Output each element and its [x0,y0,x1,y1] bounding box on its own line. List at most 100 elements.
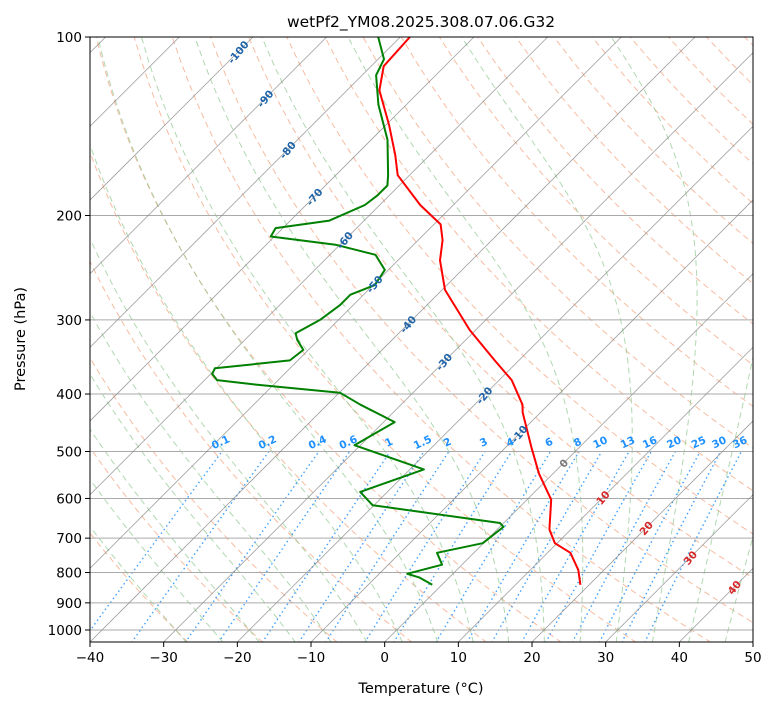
y-tick-label: 800 [56,566,82,582]
dry-adiabat-line [171,37,712,642]
dry-adiabat-line [438,37,753,366]
mixing-ratio-label: 2 [442,436,454,450]
mixing-ratio-line [644,451,743,642]
mixing-ratio-line [364,451,486,642]
y-tick-label: 300 [56,313,82,329]
isotherm-line [90,37,696,642]
mixing-ratio-label: 1 [383,436,395,450]
isotherm-label: -20 [474,385,495,407]
x-tick-label: −10 [297,650,326,666]
dry-adiabat-line [515,37,753,285]
moist-adiabat-line [347,37,584,642]
x-tick-label: 30 [597,650,614,666]
isotherm-gridlines [90,37,753,642]
isotherm-line [90,37,475,422]
isotherm-line [752,641,753,642]
dry-adiabat-line [248,37,753,579]
isotherm-label: 20 [637,519,656,538]
isotherm-label: 0 [557,457,571,470]
moist-adiabat-line [90,311,332,642]
dry-adiabat-line [133,37,637,642]
isotherm-line [531,420,753,642]
y-tick-label: 600 [56,491,82,507]
mixing-ratio-line [435,451,552,642]
mixing-ratio-label: 3 [478,436,490,450]
isotherm-label: -100 [226,39,252,67]
mixing-ratio-label: 20 [665,434,683,451]
mixing-ratio-label: 36 [731,434,749,451]
isotherm-label: -90 [255,88,276,110]
isotherm-line [90,37,622,569]
mixing-ratio-line [184,451,320,642]
dry-adiabat-line [706,37,753,86]
mixing-ratio-line [131,451,270,642]
pressure-gridlines [90,37,753,631]
mixing-ratio-label: 0.4 [307,433,329,452]
x-tick-label: 40 [671,650,688,666]
dry-adiabat-line [90,356,338,642]
isotherm-label: -30 [434,351,455,373]
x-tick-label: 10 [450,650,467,666]
mixing-ratio-label: 30 [710,434,728,451]
dry-adiabats [90,37,753,642]
mixing-ratio-label: 13 [619,434,637,451]
moist-adiabat-line [90,478,224,642]
isotherm-line [236,125,753,642]
dewpoint-profile-line [211,37,505,586]
isotherm-line [90,37,401,348]
x-tick-label: 0 [380,650,389,666]
moist-adiabat-line [90,525,187,642]
x-tick-label: −20 [223,650,252,666]
moist-adiabat-line [90,373,296,642]
mixing-ratio-label: 16 [641,434,659,451]
moist-adiabats [90,37,753,642]
mixing-ratio-line [521,451,630,642]
dry-adiabat-line [324,37,753,492]
mixing-ratio-label: 4 [505,436,517,450]
mixing-ratio-label: 10 [591,434,609,451]
dry-adiabat-line [553,37,753,244]
moist-adiabat-line [90,237,368,642]
mixing-ratio-line [571,451,677,642]
dry-adiabat-line [591,37,753,205]
mixing-ratio-line [466,451,580,642]
isotherm-line [90,37,548,496]
dry-adiabat-line [90,150,488,642]
dry-adiabat-line [90,446,263,642]
isotherm-label: -80 [278,139,299,161]
mixing-ratio-label: 6 [543,436,555,450]
y-tick-label: 500 [56,444,82,460]
y-tick-label: 900 [56,596,82,612]
moist-adiabat-line [90,428,260,642]
moist-adiabat-line [97,37,439,642]
dry-adiabat-line [286,37,753,535]
y-tick-label: 1000 [48,623,82,639]
x-tick-label: −30 [149,650,178,666]
moist-adiabat-line [194,37,510,642]
isotherm-label: -40 [398,314,419,336]
plot-area: 0.1 0.2 0.4 0.6 1 1.5 2 3 4 6 8 10 13 16 20 25 30 36-100-… [90,37,753,642]
mixing-ratio-lines [90,451,743,642]
moist-adiabat-line [610,37,698,642]
y-tick-label: 400 [56,387,82,403]
y-axis-ticks: 100 200 300 400 500 600 700 800 900 1000 [48,30,90,639]
x-tick-label: 20 [523,650,540,666]
isotherm-label: 30 [682,549,701,568]
y-tick-label: 200 [56,209,82,225]
dry-adiabat-line [90,260,413,642]
isotherm-line [90,37,254,201]
y-axis-label: Pressure (hPa) [13,287,29,391]
y-tick-label: 100 [56,30,82,46]
mixing-ratio-line [261,451,391,642]
y-tick-label: 700 [56,531,82,547]
mixing-ratio-label: 0.1 [210,433,232,452]
isotherm-line [605,494,753,642]
mixing-ratio-line [217,451,351,642]
moist-adiabat-line [461,37,633,642]
isotherm-line [310,199,753,642]
isotherm-line [457,346,753,642]
isotherm-line [90,37,327,275]
mixing-ratio-line [90,451,223,632]
chart-title: wetPf2_YM08.2025.308.07.06.G32 [287,13,555,32]
